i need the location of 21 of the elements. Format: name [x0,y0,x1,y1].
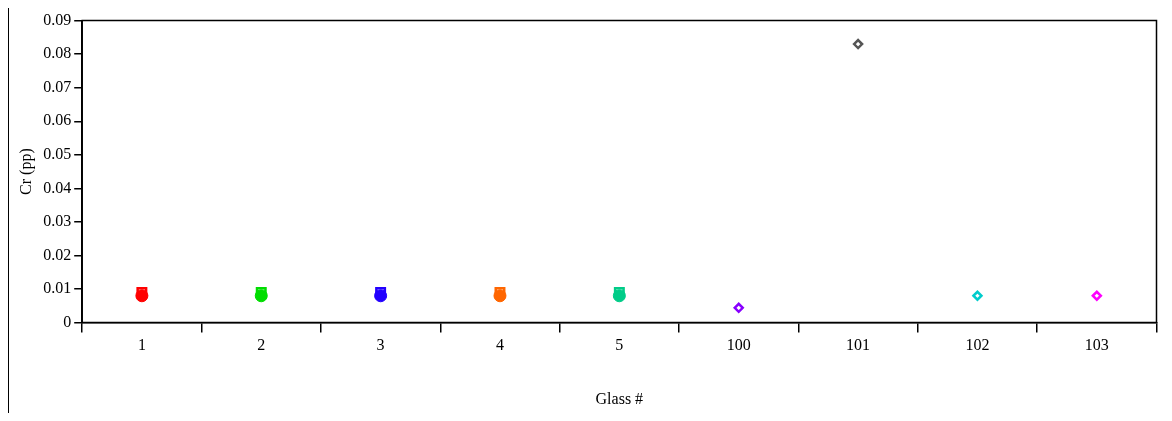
x-tick-label: 4 [495,336,504,354]
x-tick-label: 100 [726,336,751,354]
x-tick-label: 2 [257,336,266,354]
y-tick-label: 0.01 [43,279,72,297]
x-tick-label: 5 [615,336,624,354]
x-tick-label: 101 [846,336,871,354]
x-tick-label: 3 [376,336,385,354]
y-tick-label: 0.03 [43,212,72,230]
y-tick-label: 0.09 [43,10,72,28]
y-axis-title: Cr (pp) [16,148,35,195]
x-axis-title: Glass # [595,389,644,407]
x-tick-label: 102 [965,336,990,354]
y-tick-label: 0.06 [43,111,72,129]
y-tick-label: 0.04 [43,178,72,196]
y-tick-label: 0.07 [43,77,72,95]
x-tick-label: 1 [137,336,146,354]
y-tick-label: 0 [63,312,72,330]
y-tick-label: 0.05 [43,145,72,163]
y-tick-label: 0.02 [43,245,72,263]
x-tick-label: 103 [1084,336,1109,354]
y-tick-label: 0.08 [43,44,72,62]
